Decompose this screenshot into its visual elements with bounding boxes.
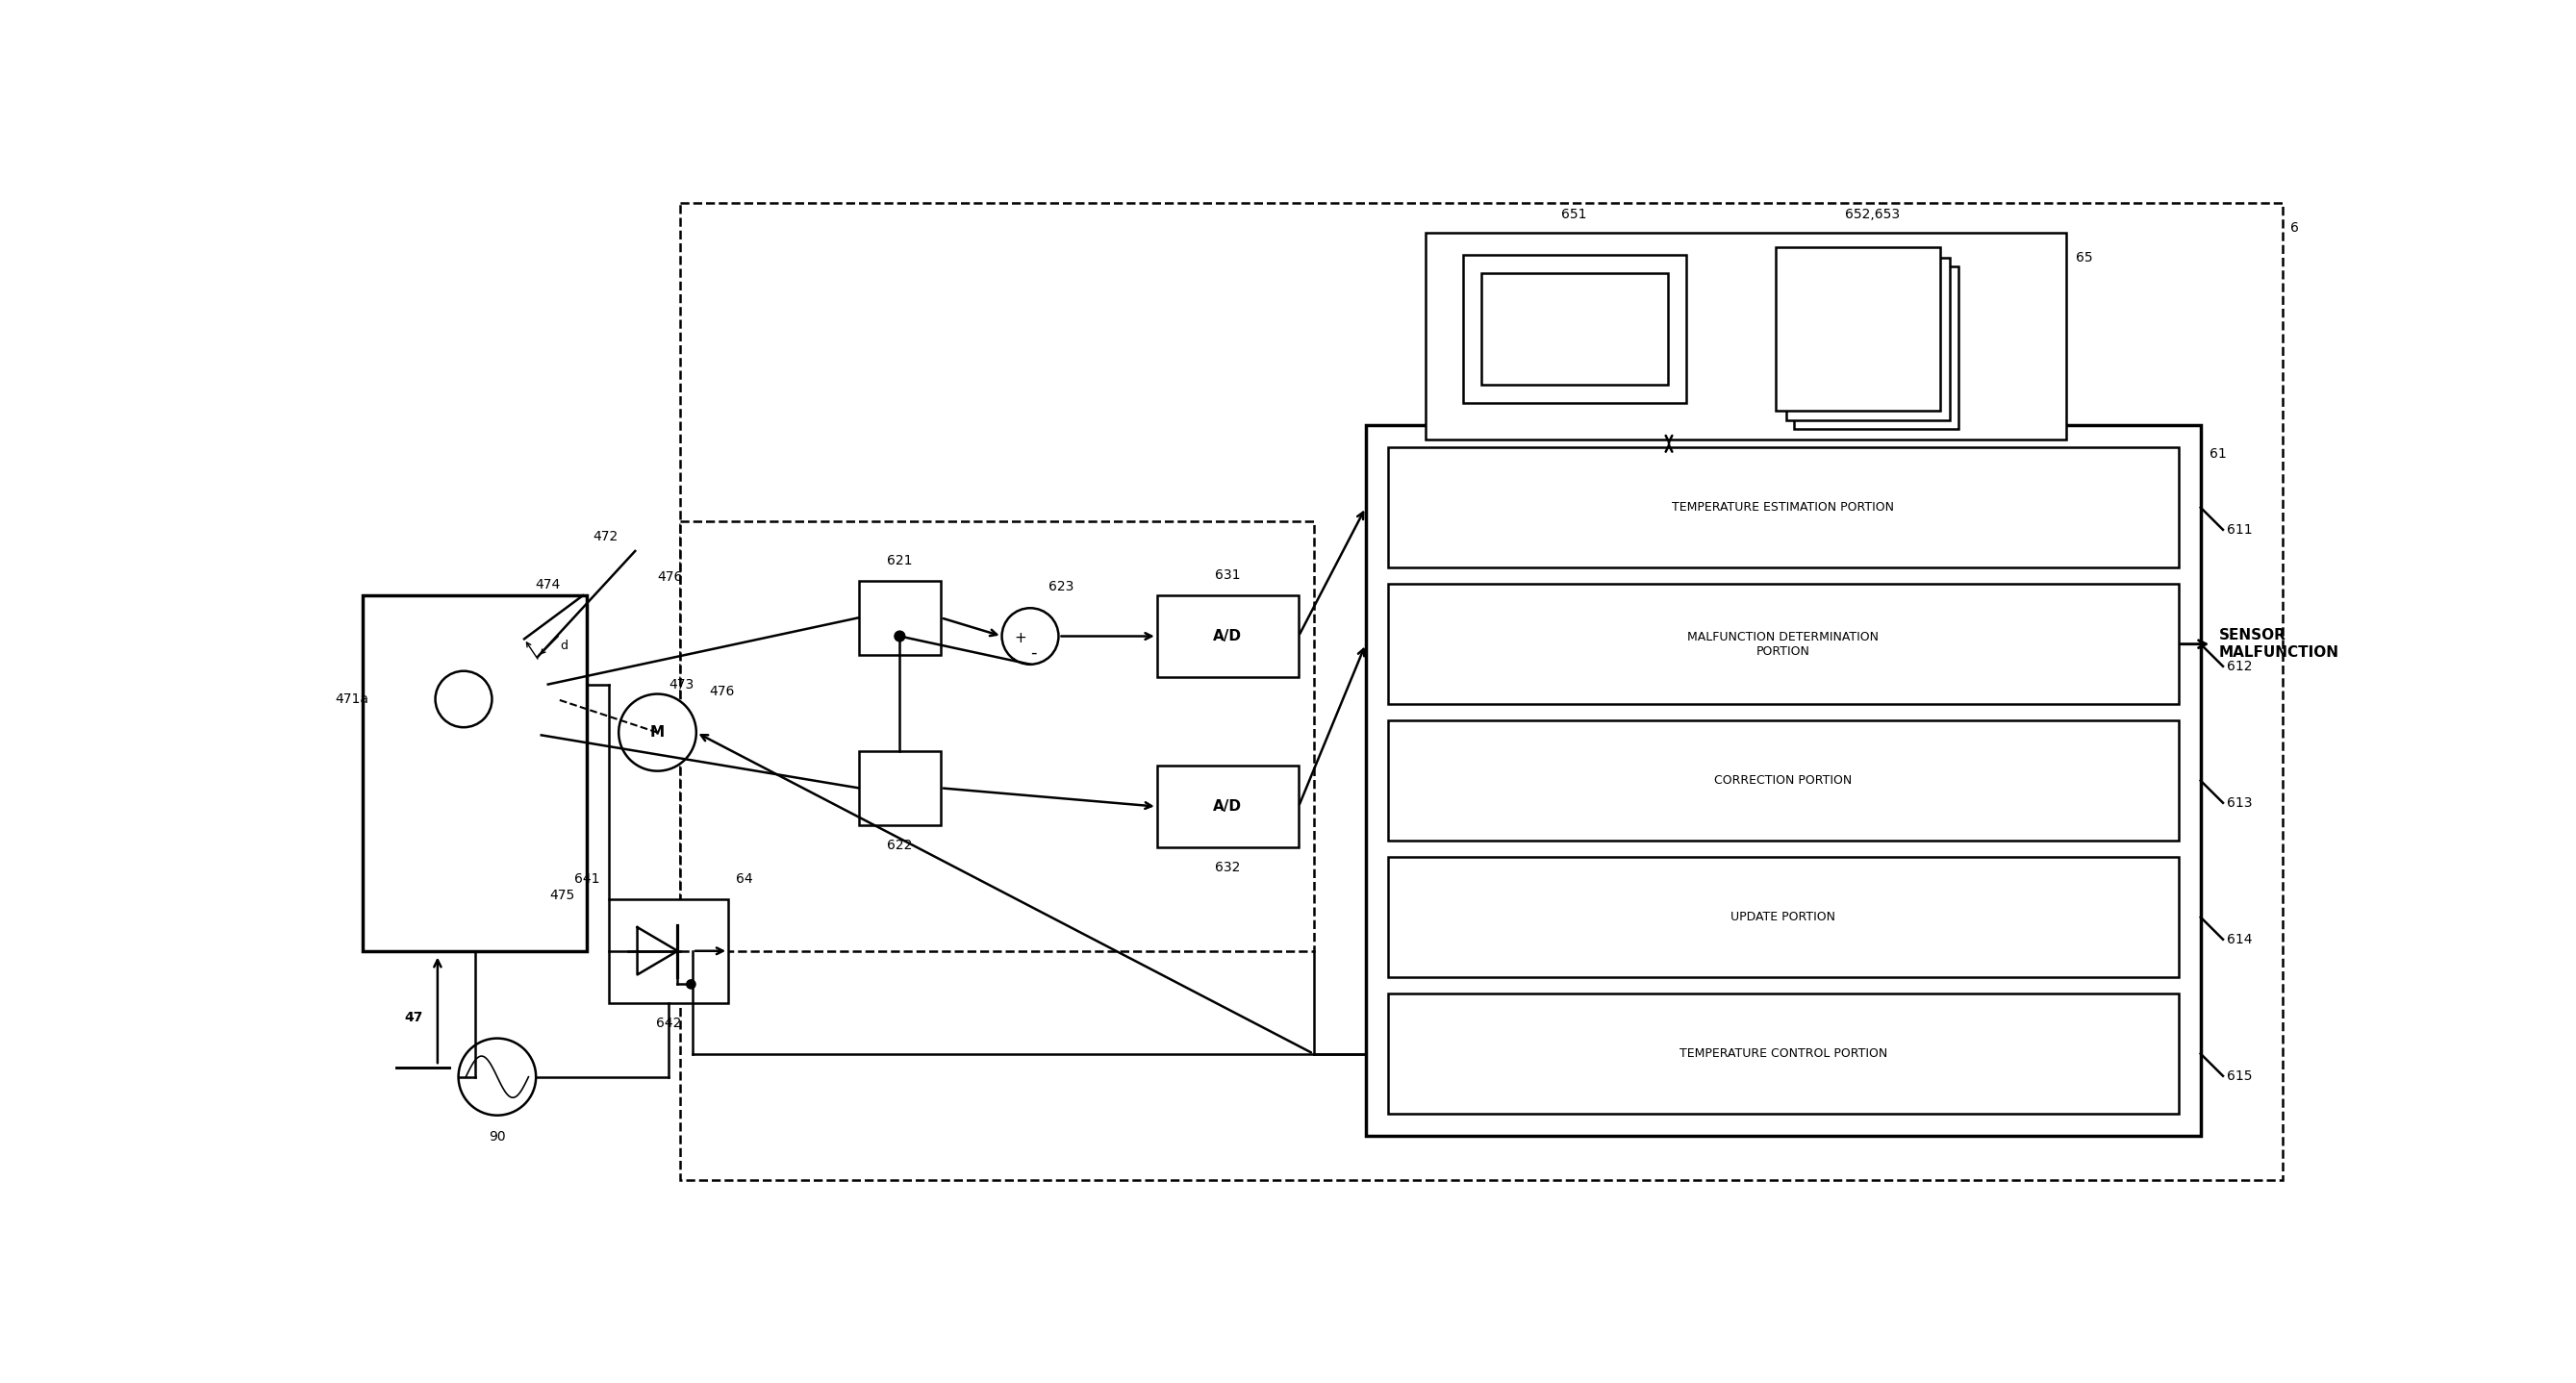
- Bar: [1785, 257, 1950, 420]
- Circle shape: [894, 631, 904, 642]
- Bar: [858, 751, 940, 826]
- Text: 476: 476: [708, 685, 734, 698]
- Text: 642: 642: [657, 1017, 680, 1029]
- Text: A/D: A/D: [1213, 799, 1242, 813]
- Text: 622: 622: [886, 838, 912, 852]
- Text: 471a: 471a: [335, 693, 368, 705]
- Text: 652,653: 652,653: [1844, 207, 1901, 221]
- Bar: [1388, 993, 2179, 1113]
- Text: 472: 472: [592, 530, 618, 544]
- Text: 65: 65: [2076, 252, 2092, 264]
- Text: 632: 632: [1216, 860, 1242, 874]
- Text: 613: 613: [2226, 797, 2251, 809]
- Text: 474: 474: [536, 578, 562, 591]
- Bar: [1157, 596, 1298, 676]
- Circle shape: [688, 979, 696, 989]
- Text: 475: 475: [549, 889, 574, 902]
- Text: 621: 621: [886, 553, 912, 567]
- Text: A/D: A/D: [1213, 629, 1242, 643]
- Text: TEMPERATURE CONTROL PORTION: TEMPERATURE CONTROL PORTION: [1680, 1047, 1888, 1059]
- Text: 473: 473: [670, 678, 693, 692]
- Bar: [608, 899, 729, 1003]
- Text: +: +: [1015, 631, 1028, 644]
- Bar: [680, 203, 2282, 1181]
- Text: 623: 623: [1048, 579, 1074, 593]
- Bar: [1365, 425, 2200, 1135]
- Text: MALFUNCTION DETERMINATION
PORTION: MALFUNCTION DETERMINATION PORTION: [1687, 631, 1878, 657]
- Text: 90: 90: [489, 1130, 505, 1144]
- Circle shape: [435, 671, 492, 727]
- Bar: [1425, 232, 2066, 440]
- Text: d: d: [559, 639, 567, 651]
- Bar: [363, 596, 587, 952]
- Text: 651: 651: [1561, 207, 1587, 221]
- Bar: [1388, 447, 2179, 567]
- Text: 6: 6: [2290, 221, 2298, 235]
- Bar: [1157, 766, 1298, 848]
- Text: 615: 615: [2226, 1069, 2251, 1083]
- Circle shape: [618, 694, 696, 770]
- Circle shape: [1002, 609, 1059, 664]
- Circle shape: [459, 1039, 536, 1115]
- Text: 614: 614: [2226, 932, 2251, 946]
- Text: 611: 611: [2226, 523, 2251, 537]
- Text: 47: 47: [404, 1011, 422, 1025]
- Text: -: -: [1030, 644, 1038, 661]
- Text: 476: 476: [657, 570, 683, 584]
- Bar: [858, 581, 940, 654]
- Text: 612: 612: [2226, 660, 2251, 674]
- Bar: [1388, 584, 2179, 704]
- Text: TEMPERATURE ESTIMATION PORTION: TEMPERATURE ESTIMATION PORTION: [1672, 501, 1893, 513]
- Text: 641: 641: [574, 873, 600, 885]
- Bar: [680, 521, 1314, 952]
- Bar: [1481, 274, 1667, 384]
- Circle shape: [379, 614, 549, 784]
- Text: CORRECTION PORTION: CORRECTION PORTION: [1713, 774, 1852, 787]
- Text: UPDATE PORTION: UPDATE PORTION: [1731, 911, 1837, 924]
- Bar: [1388, 857, 2179, 978]
- Circle shape: [389, 784, 538, 932]
- Text: SENSOR
MALFUNCTION: SENSOR MALFUNCTION: [2221, 628, 2339, 660]
- Text: 631: 631: [1216, 568, 1242, 582]
- Bar: [1463, 254, 1687, 402]
- Bar: [1388, 721, 2179, 841]
- Bar: [1775, 248, 1940, 411]
- Text: M: M: [649, 725, 665, 740]
- Text: 64: 64: [737, 873, 752, 885]
- Text: 61: 61: [2210, 447, 2226, 461]
- Bar: [1795, 266, 1958, 429]
